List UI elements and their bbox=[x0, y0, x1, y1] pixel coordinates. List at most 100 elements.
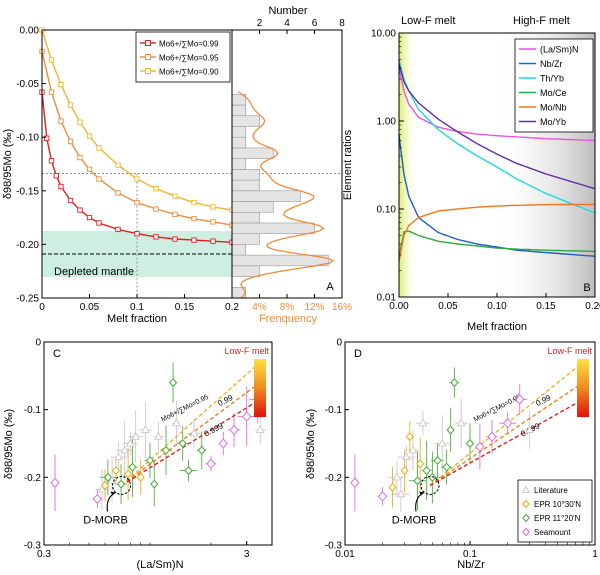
histogram-density-line bbox=[237, 91, 335, 299]
x-tick-label: 0.00 bbox=[389, 301, 409, 312]
series-marker-1 bbox=[77, 154, 83, 161]
series-marker-1 bbox=[210, 219, 216, 225]
series-marker-0 bbox=[77, 207, 83, 213]
point-epr11 bbox=[145, 455, 155, 466]
point-literature bbox=[418, 418, 428, 427]
point-seamount bbox=[377, 491, 388, 502]
legend-label: Mo6+/∑Mo=0.99 bbox=[159, 40, 219, 49]
x-tick-label: 0 bbox=[39, 302, 45, 313]
point-epr11 bbox=[450, 377, 459, 388]
point-epr10 bbox=[100, 480, 110, 491]
histogram-bar bbox=[231, 169, 260, 181]
histogram-ticks: 2 4 6 8 4% 8% 12% 16% bbox=[252, 18, 352, 313]
colorbar-label: Low-F melt bbox=[224, 346, 269, 356]
model-label: 0.999 bbox=[203, 421, 225, 438]
series-marker-1 bbox=[48, 89, 55, 95]
histogram-bar bbox=[231, 126, 247, 138]
panel-d-ticks: 0.01 0.1 1 0 -0.1 -0.2 -0.3 bbox=[325, 338, 598, 561]
y-tick-label: -0.20 bbox=[16, 240, 39, 251]
series-marker-1 bbox=[96, 176, 102, 182]
y-tick-label: 0 bbox=[336, 338, 342, 349]
legend-box bbox=[514, 38, 594, 133]
point-epr11 bbox=[168, 377, 178, 388]
x-tick-label: 12% bbox=[304, 302, 324, 313]
point-literature bbox=[402, 452, 411, 461]
point-epr10 bbox=[123, 469, 133, 479]
d-morb-arrow bbox=[106, 491, 116, 512]
series-line-2 bbox=[41, 29, 233, 211]
legend-box bbox=[517, 479, 593, 543]
point-literature bbox=[392, 472, 402, 481]
y-tick-label: -0.3 bbox=[24, 541, 42, 552]
point-literature bbox=[408, 445, 418, 454]
point-seamount bbox=[92, 493, 103, 505]
legend-label: Literature bbox=[534, 486, 568, 495]
point-seamount bbox=[206, 458, 216, 470]
histogram-bar bbox=[231, 201, 274, 213]
x-tick-label: 1 bbox=[592, 549, 598, 560]
point-seamount bbox=[502, 417, 513, 429]
y-tick-label: -0.2 bbox=[24, 473, 42, 484]
series-marker-0 bbox=[191, 237, 197, 243]
series-marker-2 bbox=[172, 193, 178, 199]
series-line-5 bbox=[398, 63, 596, 190]
model-line-2 bbox=[429, 398, 584, 487]
point-literature bbox=[189, 428, 199, 437]
legend-label: Mo6+/∑Mo=0.95 bbox=[159, 54, 219, 63]
model-line-2 bbox=[121, 398, 261, 487]
point-seamount bbox=[229, 424, 239, 436]
point-literature bbox=[172, 418, 181, 427]
y-tick-label: 1.00 bbox=[377, 117, 397, 128]
series-marker-2 bbox=[67, 102, 74, 108]
series-marker-2 bbox=[210, 204, 216, 210]
series-marker-2 bbox=[86, 133, 93, 139]
legend-label: Mo6+/∑Mo=0.90 bbox=[159, 68, 219, 77]
point-epr10 bbox=[416, 459, 425, 469]
y-tick-label: -0.10 bbox=[16, 133, 39, 144]
point-epr11 bbox=[433, 455, 442, 466]
series-marker-1 bbox=[115, 190, 121, 196]
panel-b-ticks: 0.00 0.05 0.10 0.15 0.20 10.00 1.00 0.10 0.01 bbox=[371, 29, 600, 313]
point-literature bbox=[125, 438, 135, 447]
point-epr11 bbox=[413, 476, 422, 486]
x-tick-label: 3 bbox=[244, 549, 250, 560]
model-label: 0.99 bbox=[216, 393, 234, 408]
x-tick-label: 0.20 bbox=[585, 301, 600, 312]
panel-b: 0.00 0.05 0.10 0.15 0.20 10.00 1.00 0.10 0.01 Lo… bbox=[342, 15, 600, 333]
y-tick-label: -0.05 bbox=[16, 79, 39, 90]
series-line-3 bbox=[398, 230, 596, 258]
histogram-bar bbox=[231, 190, 302, 202]
panel-a: 0 0.05 0.1 0.15 0.2 0.00 -0.05 -0.10 -0.15 -0.20 -… bbox=[2, 26, 342, 325]
x-tick-label: 16% bbox=[332, 302, 352, 313]
point-literature bbox=[120, 445, 130, 454]
panel-b-ylabel: Element ratios bbox=[342, 129, 354, 200]
y-tick-label: 0.01 bbox=[377, 293, 397, 304]
model-label: Mo6+/∑Mo=0.95 bbox=[160, 394, 210, 424]
panel-a-histogram: 2 4 6 8 4% 8% 12% 16% Number Frenquency A bbox=[231, 5, 352, 325]
series-marker-1 bbox=[172, 211, 178, 218]
d-morb-label: D-MORB bbox=[392, 514, 437, 526]
histogram-bar bbox=[231, 115, 260, 127]
series-marker-0 bbox=[48, 158, 55, 164]
series-marker-0 bbox=[67, 197, 74, 204]
series-marker-1 bbox=[153, 206, 159, 212]
point-literature bbox=[437, 438, 447, 447]
d-morb-circle bbox=[112, 475, 132, 495]
x2-tick-label: 6 bbox=[312, 18, 318, 29]
panel-b-header-left: Low-F melt bbox=[401, 15, 455, 27]
x-tick-label: 0.3 bbox=[37, 549, 51, 560]
series-marker-2 bbox=[48, 57, 55, 63]
histogram-x2label: Number bbox=[268, 5, 307, 17]
point-literature bbox=[97, 484, 107, 493]
series-marker-0 bbox=[134, 231, 140, 237]
panel-c-frame bbox=[43, 341, 273, 546]
panel-a-legend: Mo6+/∑Mo=0.99 Mo6+/∑Mo=0.95 Mo6+/∑Mo=0.90 bbox=[135, 31, 231, 83]
legend-label: EPR 11°20'N bbox=[534, 514, 581, 523]
legend-label: EPR 10°30'N bbox=[534, 500, 581, 509]
panel-d-xlabel: Nb/Zr bbox=[457, 559, 485, 571]
point-epr11 bbox=[184, 465, 193, 476]
panel-a-ticks: 0 0.05 0.1 0.15 0.2 0.00 -0.05 -0.10 -0.15 -0.20 -… bbox=[16, 26, 239, 314]
x-tick-label: 0.15 bbox=[175, 302, 195, 313]
x-tick-label: 0.05 bbox=[80, 302, 100, 313]
